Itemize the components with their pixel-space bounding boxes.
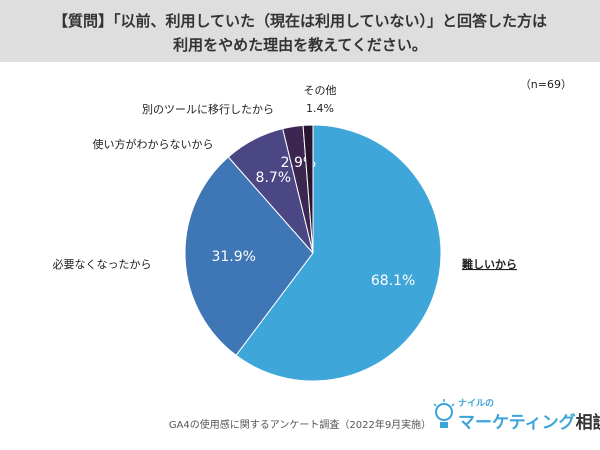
logo-small-text: ナイルの — [458, 399, 495, 409]
slice-category-label: 必要なくなったから — [53, 258, 152, 271]
logo-main-word: マーケティング — [458, 413, 576, 433]
slice-category-label: 使い方がわからないから — [93, 137, 214, 151]
slice-category-label: その他 — [304, 84, 337, 97]
slice-category-label: 別のツールに移行したから — [142, 103, 274, 116]
pie-slice — [235, 124, 442, 382]
survey-source: GA4の使用感に関するアンケート調査（2022年9月実施） — [168, 420, 432, 431]
sample-size-label: （n=69） — [520, 78, 572, 91]
logo-sub-word: 相談室 — [575, 413, 600, 433]
lightbulb-icon — [433, 399, 455, 428]
question-header: 【質問】「以前、利用していた（現在は利用していない）」と回答した方は 利用をやめ… — [0, 0, 600, 62]
question-line-2: 利用をやめた理由を教えてください。 — [173, 36, 427, 54]
logo-main-text: マーケティング相談室 — [458, 408, 600, 433]
pie-slice — [302, 124, 314, 254]
pie-slice — [184, 156, 314, 356]
slice-value-label: 8.7% — [256, 170, 292, 186]
brand-logo: ナイルの マーケティング相談室 — [432, 396, 600, 440]
slice-value-label: 1.4% — [306, 102, 334, 115]
question-line-1: 【質問】「以前、利用していた（現在は利用していない）」と回答した方は — [52, 12, 548, 30]
slice-category-label: 難しいから — [462, 257, 517, 271]
slice-value-label: 68.1% — [371, 273, 415, 289]
slice-value-label: 31.9% — [211, 249, 255, 265]
